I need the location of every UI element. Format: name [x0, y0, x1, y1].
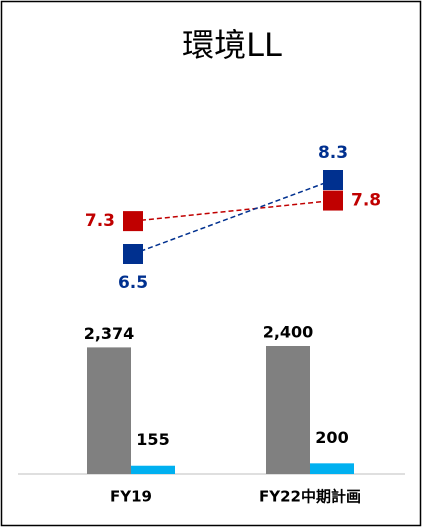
bar	[87, 347, 131, 474]
data-label: 6.5	[118, 273, 148, 293]
data-label: 7.3	[85, 211, 115, 231]
marker	[123, 211, 143, 232]
line	[132, 199, 334, 222]
x-tick-label: FY19	[110, 488, 152, 506]
marker	[123, 244, 143, 264]
bar	[266, 346, 310, 474]
bar	[131, 465, 175, 474]
x-tick-label: FY22中期計画	[259, 488, 361, 506]
bar	[310, 463, 354, 474]
marker	[323, 170, 343, 190]
line	[132, 179, 334, 255]
chart-title: 環境LL	[182, 26, 282, 64]
data-label: 2,374	[84, 324, 135, 343]
data-label: 200	[315, 428, 348, 447]
data-label: 7.8	[351, 191, 381, 211]
data-label: 2,400	[263, 323, 314, 342]
data-label: 155	[136, 430, 169, 449]
data-label: 8.3	[318, 143, 348, 163]
marker	[323, 190, 343, 211]
